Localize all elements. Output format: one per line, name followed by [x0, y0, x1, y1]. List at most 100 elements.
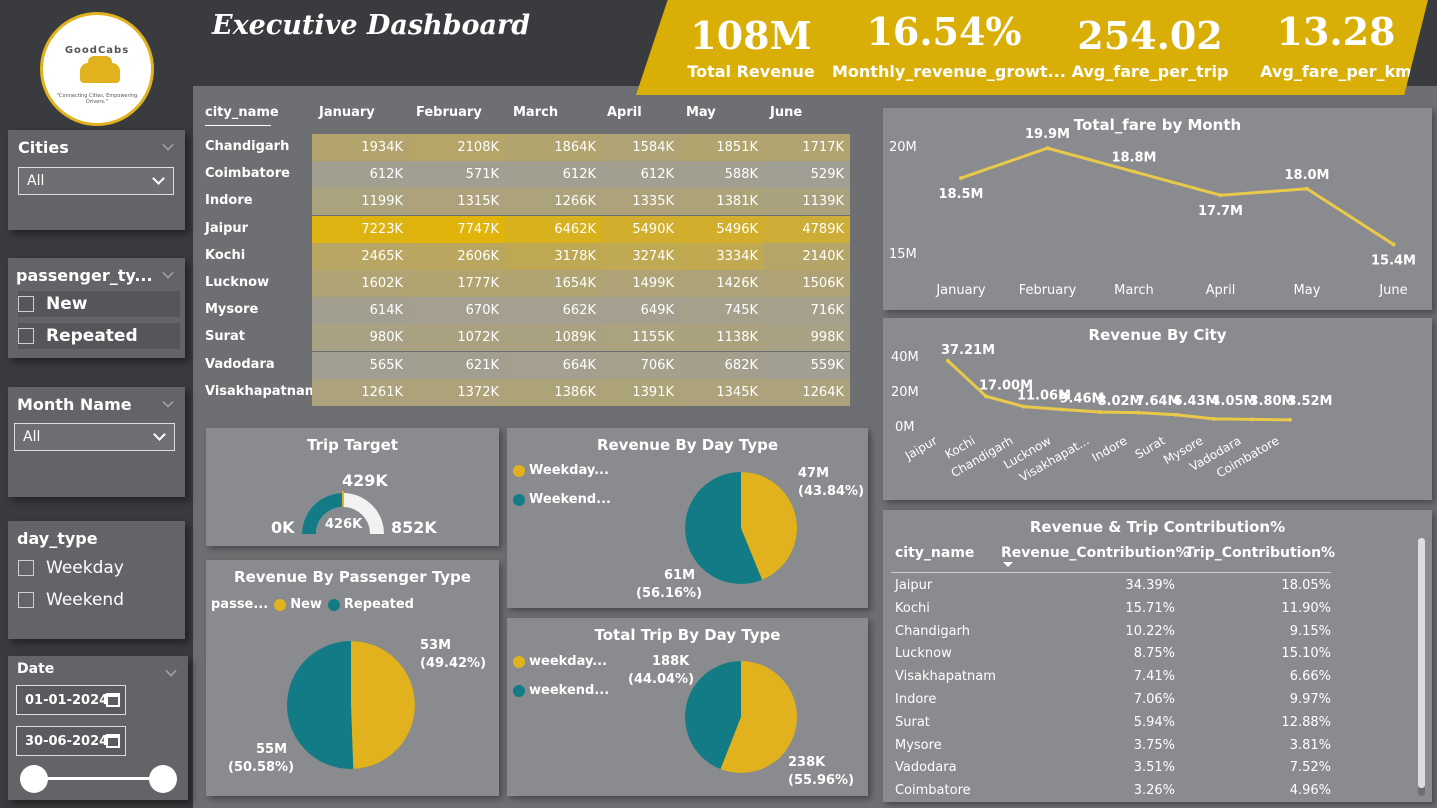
calendar-icon[interactable] — [106, 693, 120, 707]
header-trip-contribution[interactable]: Trip_Contribution% — [1185, 545, 1336, 561]
header-city[interactable]: city_name — [895, 545, 975, 561]
chevron-down-icon[interactable] — [162, 139, 174, 151]
checkbox-icon[interactable] — [18, 328, 34, 344]
chevron-down-icon[interactable] — [162, 267, 174, 279]
end-date-input[interactable]: 30-06-2024 — [16, 726, 126, 756]
city-point[interactable] — [1060, 407, 1064, 412]
legend-label-repeated[interactable]: Repeated — [343, 597, 414, 612]
table-row[interactable]: Indore 7.06% 9.97% — [891, 689, 1331, 712]
legend-weekday[interactable]: Weekday... — [513, 463, 609, 478]
passenger-option-new[interactable]: New — [18, 291, 180, 317]
calendar-icon[interactable] — [106, 734, 120, 748]
table-row[interactable]: Kochi 15.71% 11.90% — [891, 598, 1331, 621]
matrix-cell: 5496K — [680, 215, 764, 243]
date-range-start-handle[interactable] — [20, 765, 48, 793]
table-row[interactable]: Mysore 3.75% 3.81% — [891, 735, 1331, 758]
cell-trip-pct: 9.97% — [1289, 692, 1331, 707]
table-row[interactable]: Vadodara 3.51% 7.52% — [891, 757, 1331, 780]
pie-slice-weekday[interactable] — [741, 472, 797, 580]
scrollbar-thumb[interactable] — [1418, 538, 1425, 788]
fare-point[interactable] — [959, 176, 963, 181]
header-revenue-contribution[interactable]: Revenue_Contribution% — [1001, 545, 1190, 561]
day-type-option-weekday[interactable]: Weekday — [18, 555, 124, 581]
cities-dropdown[interactable]: All — [18, 167, 174, 195]
checkbox-icon[interactable] — [18, 592, 34, 608]
gauge-value-label: 426K — [325, 517, 363, 532]
matrix-header-city[interactable]: city_name — [205, 105, 279, 120]
checkbox-icon[interactable] — [18, 296, 34, 312]
matrix-cell: 559K — [764, 351, 850, 379]
fare-data-label: 19.9M — [1025, 127, 1070, 142]
fare-point[interactable] — [1045, 146, 1050, 151]
city-point[interactable] — [1174, 412, 1178, 417]
matrix-cell: 980K — [312, 324, 409, 352]
matrix-cell: 706K — [602, 351, 680, 379]
legend-weekend[interactable]: Weekend... — [513, 492, 611, 507]
day-type-option-weekend[interactable]: Weekend — [18, 587, 124, 613]
matrix-cell: 612K — [602, 161, 680, 189]
fare-data-label: 18.8M — [1111, 151, 1156, 166]
matrix-header-mar[interactable]: March — [513, 105, 559, 120]
cell-revenue-pct: 7.06% — [1133, 692, 1175, 707]
matrix-cell: 5490K — [602, 215, 680, 243]
checkbox-icon[interactable] — [18, 560, 34, 576]
month-slicer-title: Month Name — [17, 395, 132, 414]
legend-weekday[interactable]: weekday... — [513, 654, 607, 669]
matrix-cell: 670K — [409, 297, 505, 325]
table-row[interactable]: Coimbatore 3.26% 4.96% — [891, 780, 1331, 803]
gauge-min-label: 0K — [271, 518, 295, 537]
city-point[interactable] — [1098, 409, 1102, 414]
matrix-header-feb[interactable]: February — [416, 105, 482, 120]
city-data-label: 17.00M — [979, 378, 1033, 393]
revenue-matrix: city_name January February March April M… — [197, 95, 857, 415]
matrix-cell: 1139K — [764, 188, 850, 216]
city-point[interactable] — [1250, 417, 1254, 422]
city-point[interactable] — [1288, 417, 1292, 422]
option-label: New — [46, 294, 88, 314]
matrix-header-jun[interactable]: June — [770, 105, 803, 120]
cell-city: Lucknow — [895, 646, 952, 662]
city-point[interactable] — [946, 358, 950, 363]
pie-slice-new[interactable] — [351, 641, 415, 769]
city-point[interactable] — [1212, 416, 1216, 421]
table-row[interactable]: Chandigarh 10.22% 9.15% — [891, 621, 1331, 644]
cell-trip-pct: 15.10% — [1281, 646, 1331, 662]
cell-city: Surat — [895, 714, 930, 730]
fare-point[interactable] — [1132, 169, 1136, 174]
month-dropdown[interactable]: All — [14, 423, 175, 451]
fare-point[interactable] — [1218, 193, 1223, 198]
passenger-type-slicer-title: passenger_ty... — [16, 266, 153, 285]
matrix-cell: 998K — [764, 324, 850, 352]
matrix-cell: 7223K — [312, 215, 409, 243]
table-row[interactable]: Jaipur 34.39% 18.05% — [891, 575, 1331, 598]
legend-dot — [513, 655, 525, 668]
legend-label-new[interactable]: New — [290, 597, 322, 612]
city-point[interactable] — [984, 394, 988, 399]
chevron-down-icon[interactable] — [162, 396, 174, 408]
matrix-row: Kochi 2465K 2606K 3178K 3274K 3334K 2140K — [197, 242, 857, 270]
city-point[interactable] — [1136, 410, 1140, 415]
passenger-option-repeated[interactable]: Repeated — [18, 323, 180, 349]
matrix-cell: 1506K — [764, 270, 850, 297]
pie-slice-weekday[interactable] — [685, 661, 741, 770]
table-row[interactable]: Surat 5.94% 12.88% — [891, 712, 1331, 735]
slice-weekend-pct: (55.96%) — [788, 773, 855, 788]
cell-city: Visakhapatnam — [895, 669, 996, 685]
fare-point[interactable] — [1305, 186, 1309, 191]
cities-slicer: Cities All — [8, 130, 185, 230]
matrix-header-may[interactable]: May — [686, 105, 716, 120]
table-row[interactable]: Visakhapatnam 7.41% 6.66% — [891, 666, 1331, 689]
fare-point[interactable] — [1391, 242, 1396, 247]
matrix-city-label: Surat — [205, 329, 246, 345]
date-range-end-handle[interactable] — [149, 765, 177, 793]
legend-weekend[interactable]: weekend... — [513, 683, 609, 698]
kpi-label: Monthly_revenue_growt... — [832, 62, 1066, 81]
city-point[interactable] — [1022, 404, 1026, 409]
matrix-header-apr[interactable]: April — [607, 105, 642, 120]
fare-data-label: 15.4M — [1371, 253, 1416, 268]
table-row[interactable]: Lucknow 8.75% 15.10% — [891, 643, 1331, 666]
chevron-down-icon[interactable] — [165, 665, 177, 677]
start-date-input[interactable]: 01-01-2024 — [16, 685, 126, 715]
matrix-header-jan[interactable]: January — [319, 105, 375, 120]
cell-trip-pct: 9.15% — [1289, 623, 1331, 639]
